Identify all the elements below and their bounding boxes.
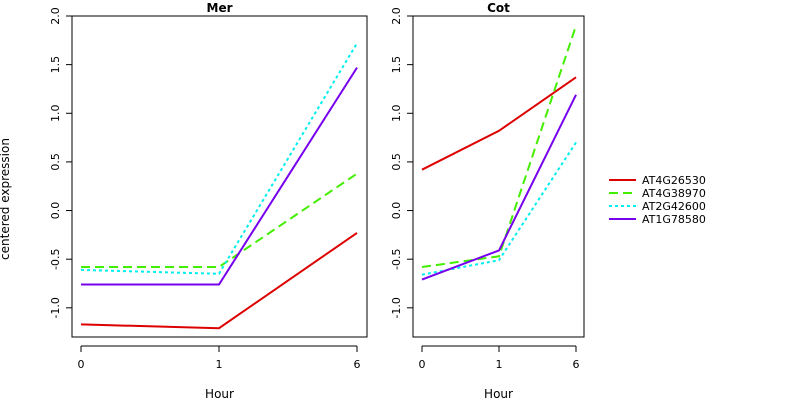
legend-label: AT2G42600: [642, 200, 706, 213]
series-line-at1g78580: [81, 67, 358, 286]
x-tick-label: 1: [216, 358, 223, 371]
x-tick-label: 0: [78, 358, 85, 371]
x-axis-title: Hour: [484, 387, 513, 400]
chart-panel-cot: Cot -1.0 -0.5 0.0 0.5 1.0 1.5 2.0 0 1 6 Hour: [390, 1, 585, 401]
chart-panel-mer: Mer -1.0 -0.5 0.0 0.5 1.0 1.5 2.0 0 1 6 Hour: [49, 1, 368, 401]
y-tick-label: -1.0: [390, 297, 403, 318]
series-line-at4g26530: [80, 232, 358, 330]
y-tick-label: -0.5: [49, 248, 62, 269]
x-tick-label: 6: [354, 358, 361, 371]
plot-frame: [71, 15, 368, 338]
y-tick-label: 1.0: [49, 105, 62, 123]
series-line-at2g42600: [80, 42, 358, 275]
legend-label: AT1G78580: [642, 213, 706, 226]
series-line-at1g78580: [421, 94, 577, 281]
y-tick-label: 2.0: [49, 7, 62, 25]
chart-panels: Mer -1.0 -0.5 0.0 0.5 1.0 1.5 2.0 0 1 6 Hour Cot -1.0…: [49, 1, 585, 401]
x-tick-label: 0: [419, 358, 426, 371]
y-tick-label: 2.0: [390, 7, 403, 25]
series-line-at2g42600: [421, 141, 577, 276]
panel-title: Mer: [207, 1, 233, 15]
legend-label: AT4G38970: [642, 187, 706, 200]
series-line-at4g26530: [421, 76, 577, 171]
y-tick-label: -1.0: [49, 297, 62, 318]
y-tick-label: -0.5: [390, 248, 403, 269]
series-line-at4g38970: [81, 172, 358, 268]
y-tick-label: 0.0: [390, 202, 403, 220]
panel-title: Cot: [487, 1, 510, 15]
y-tick-label: 0.5: [390, 153, 403, 171]
y-tick-label: 0.5: [49, 153, 62, 171]
x-axis-title: Hour: [205, 387, 234, 400]
y-tick-label: 1.0: [390, 105, 403, 123]
x-tick-label: 1: [496, 358, 503, 371]
y-axis-title: centered expression: [0, 138, 12, 260]
plot-frame: [412, 15, 585, 338]
y-tick-label: 1.5: [390, 56, 403, 74]
series-line-at4g38970: [421, 25, 577, 268]
y-tick-label: 1.5: [49, 56, 62, 74]
x-tick-label: 6: [573, 358, 580, 371]
legend-label: AT4G26530: [642, 174, 706, 187]
y-tick-label: 0.0: [49, 202, 62, 220]
